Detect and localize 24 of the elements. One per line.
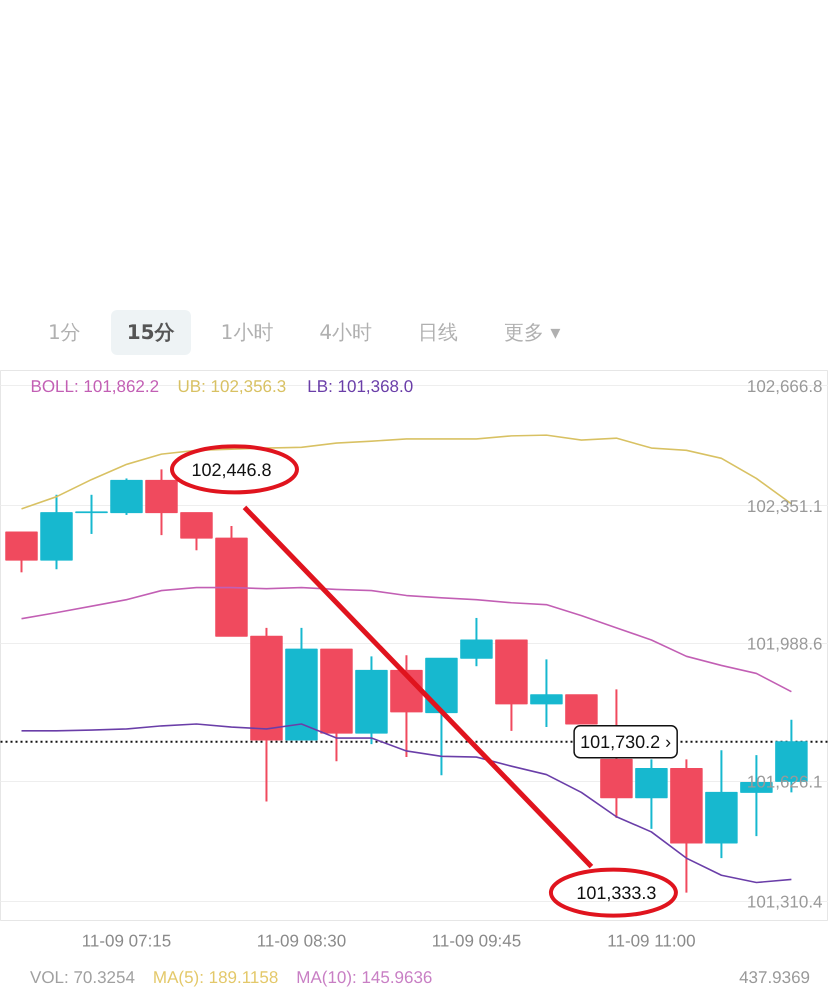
text: 1分 xyxy=(47,319,82,346)
x-tick-label: 11-09 08:30 xyxy=(256,932,346,950)
x-tick-label: 11-09 11:00 xyxy=(607,932,696,950)
text: LB: 101,368.0 xyxy=(307,377,414,396)
text: 更多 ▾ xyxy=(503,319,562,346)
x-tick-label: 11-09 09:45 xyxy=(432,932,522,950)
y-tick-label: 101,310.4 xyxy=(746,892,823,912)
y-tick-label: 102,351.1 xyxy=(746,496,823,516)
text: 4小时 xyxy=(318,319,374,346)
y-tick-label: 101,988.6 xyxy=(746,634,823,654)
text: MA(10): 145.9636 xyxy=(296,968,432,987)
text: 1小时 xyxy=(220,319,274,346)
annotation: 101,333.3 xyxy=(576,883,656,904)
x-tick-label: 11-09 07:15 xyxy=(82,932,172,950)
ref-line-label: 101,730.2 › xyxy=(580,732,672,752)
text: MA(5): 189.1158 xyxy=(152,968,278,987)
text: BOLL: 101,862.2 xyxy=(30,377,160,396)
text: 日线 xyxy=(417,319,460,346)
y-tick-label: 102,666.8 xyxy=(746,376,823,396)
text: UB: 102,356.3 xyxy=(178,377,286,396)
annotation: 102,446.8 xyxy=(191,460,272,480)
text: VOL: 70.3254 xyxy=(30,968,135,987)
text: 15分 xyxy=(110,310,191,355)
text: 437.9369 xyxy=(739,967,810,989)
